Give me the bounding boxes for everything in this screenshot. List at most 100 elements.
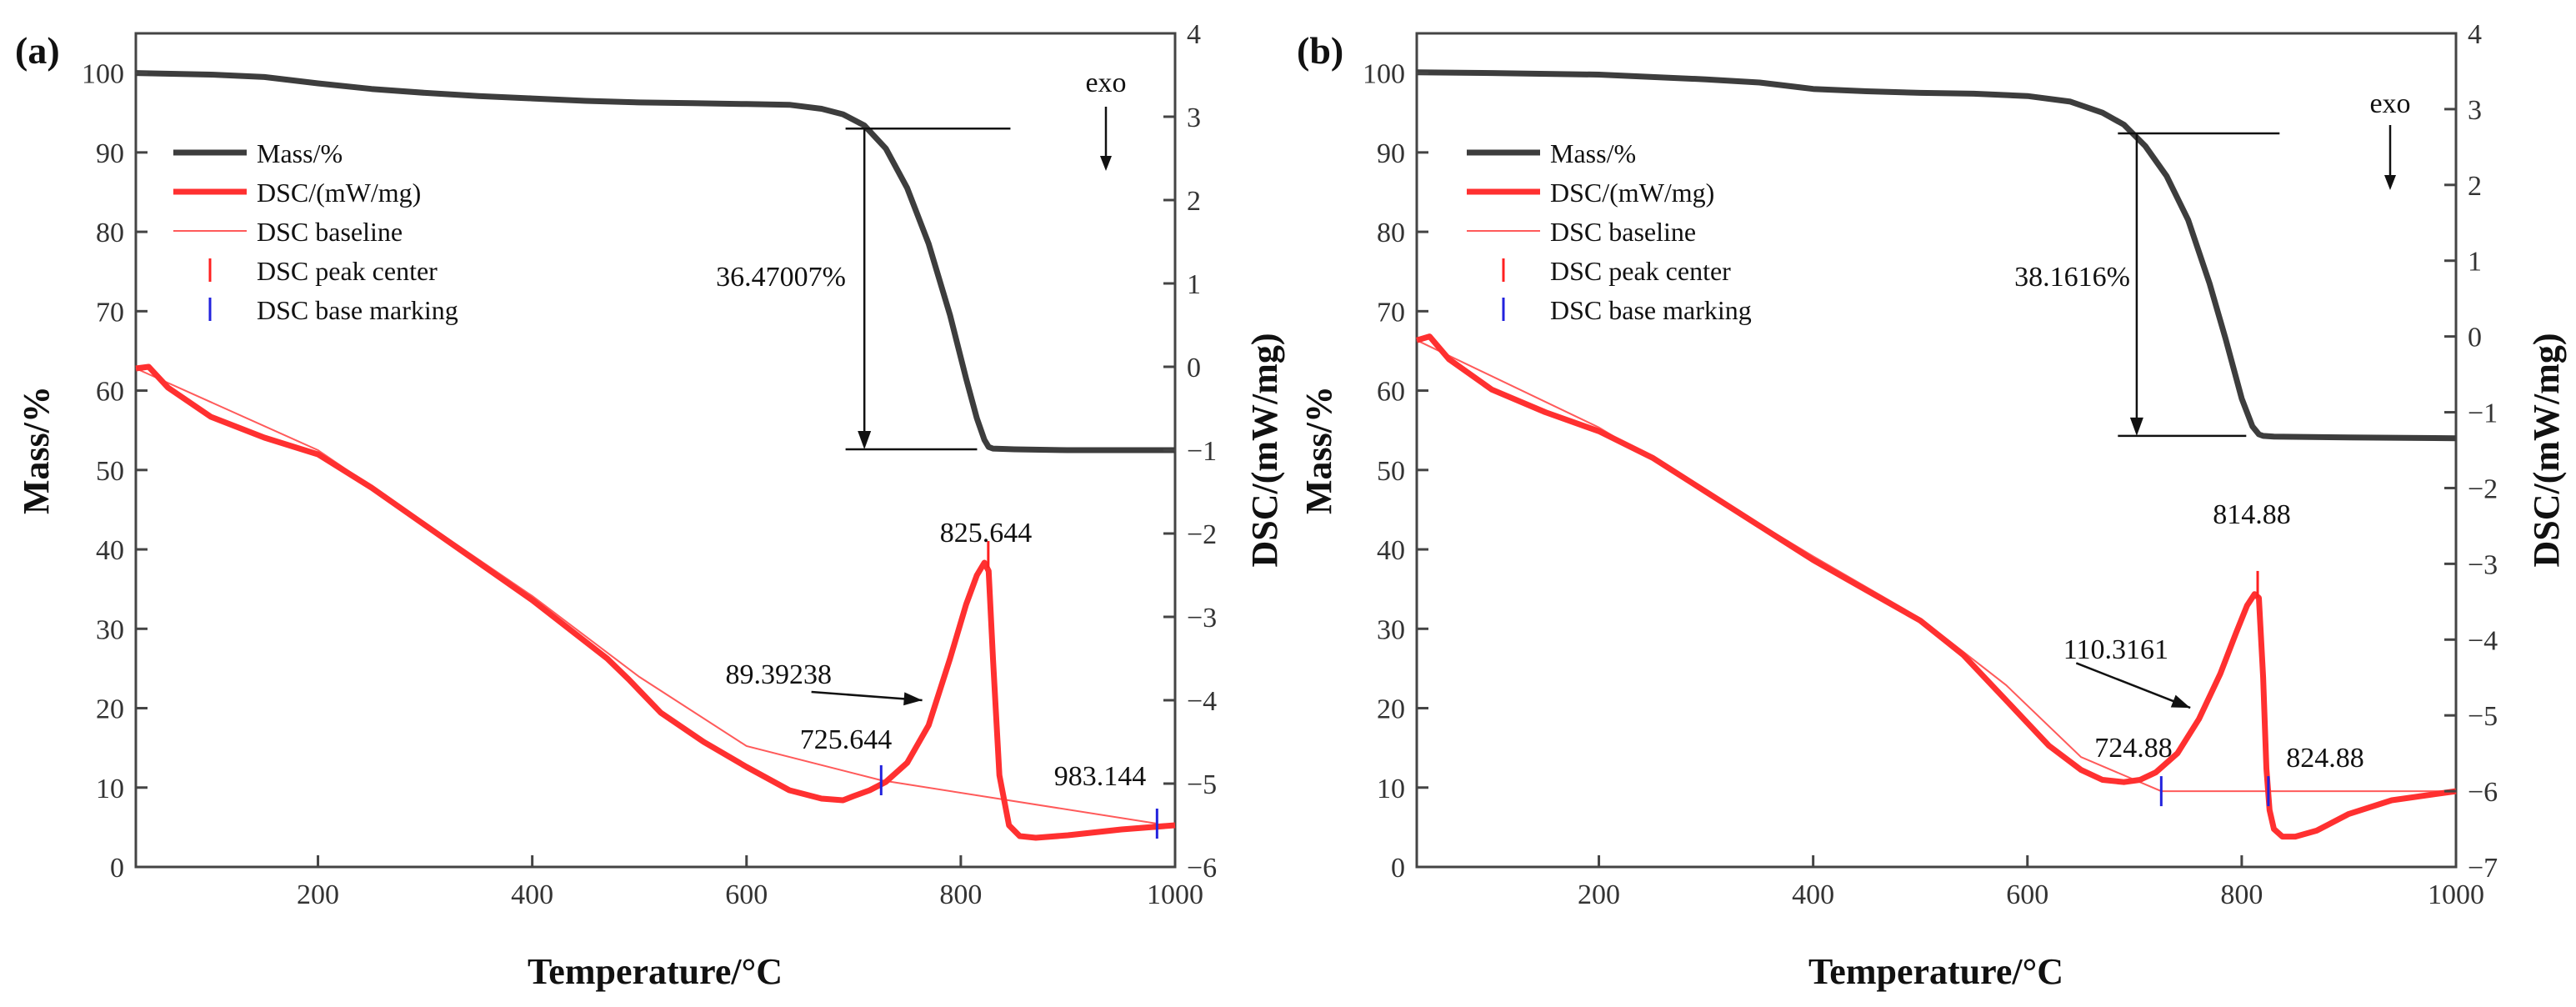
x-tick-label: 800 <box>2220 879 2263 910</box>
peak-label-b: 814.88 <box>2213 499 2291 530</box>
y-right-tick-label: −1 <box>2468 398 2498 429</box>
x-tick-label: 1000 <box>2428 879 2484 910</box>
y-left-tick-label: 40 <box>96 535 124 566</box>
panel-b: 200 400 600 800 10000102030405060708090100−7… <box>1297 19 2567 992</box>
mass-curve <box>135 70 1175 453</box>
y-left-tick-label: 20 <box>1377 694 1405 725</box>
y-left-tick-label: 10 <box>96 774 124 804</box>
x-tick-label: 200 <box>1578 879 1620 910</box>
legend-base-marking-label: DSC base marking <box>1550 295 1752 325</box>
mass-loss-label-a: 36.47007% <box>716 262 846 293</box>
y-right-tick-label: −4 <box>2468 625 2498 656</box>
legend-dsc-label: DSC/(mW/mg) <box>257 178 421 208</box>
panel-label-b: (b) <box>1297 29 1343 72</box>
y-right-tick-label: −6 <box>2468 777 2498 808</box>
y-right-tick-label: 2 <box>2468 171 2482 202</box>
exo-arrow-head <box>2384 175 2396 190</box>
y-right-tick-label: −2 <box>1187 519 1217 550</box>
y-left-tick-label: 90 <box>96 138 124 169</box>
dsc-baseline-line <box>135 368 1158 824</box>
base-end-label-a: 983.144 <box>1054 761 1147 792</box>
panel-a: 200 400 600 800 10000102030405060708090100−6… <box>15 19 1285 992</box>
exo-label-a: exo <box>1085 68 1126 98</box>
base-start-label-b: 724.88 <box>2094 733 2173 764</box>
y-left-tick-label: 0 <box>1391 853 1405 884</box>
area-arrow-shaft <box>2075 662 2191 709</box>
plot-area-b <box>1415 69 2457 840</box>
mass-curve <box>1416 69 2457 442</box>
y-axis-title-left-a: Mass/% <box>16 386 57 514</box>
base-start-label-a: 725.644 <box>800 724 893 755</box>
y-right-tick-label: −4 <box>1187 686 1217 717</box>
y-left-tick-label: 40 <box>1377 535 1405 566</box>
y-right-tick-label: 1 <box>2468 247 2482 278</box>
y-right-tick-label: −5 <box>1187 769 1217 800</box>
y-right-tick-label: 1 <box>1187 269 1201 300</box>
y-right-tick-label: 0 <box>2468 323 2482 353</box>
y-axis-title-right-b: DSC/(mW/mg) <box>2526 333 2567 567</box>
legend-baseline-label: DSC baseline <box>257 217 403 247</box>
exo-label-b: exo <box>2369 88 2410 119</box>
mass-loss-arrow-head <box>858 431 872 450</box>
y-axis-title-right-a: DSC/(mW/mg) <box>1244 333 1285 567</box>
y-right-tick-label: 0 <box>1187 353 1201 383</box>
y-left-tick-label: 20 <box>96 694 124 725</box>
legend-b: Mass/% DSC/(mW/mg) DSC baseline DSC peak… <box>1467 138 1752 325</box>
legend-base-marking-label: DSC base marking <box>257 295 458 325</box>
mass-loss-label-b: 38.1616% <box>2014 262 2130 293</box>
y-axis-title-left-b: Mass/% <box>1298 386 1339 514</box>
x-tick-label: 600 <box>2006 879 2048 910</box>
y-left-tick-label: 30 <box>1377 614 1405 645</box>
x-tick-label: 400 <box>1792 879 1834 910</box>
legend-mass-label: Mass/% <box>257 138 343 168</box>
y-left-tick-label: 70 <box>1377 297 1405 328</box>
y-left-tick-label: 10 <box>1377 774 1405 804</box>
y-right-tick-label: −2 <box>2468 473 2498 504</box>
legend-peak-center-label: DSC peak center <box>1550 256 1731 286</box>
overlays-b <box>2075 125 2396 807</box>
panel-label-a: (a) <box>15 29 60 72</box>
x-axis-title-a: Temperature/°C <box>528 951 783 992</box>
y-right-tick-label: 3 <box>2468 95 2482 126</box>
dsc-curve <box>135 363 1176 841</box>
y-left-tick-label: 0 <box>110 853 124 884</box>
legend-dsc-label: DSC/(mW/mg) <box>1550 178 1714 208</box>
area-label-a: 89.39238 <box>726 659 833 690</box>
y-left-tick-label: 100 <box>1363 59 1405 90</box>
area-arrow-head <box>2170 694 2191 709</box>
y-left-tick-label: 100 <box>82 59 124 90</box>
y-right-tick-label: −3 <box>1187 603 1217 634</box>
y-left-tick-label: 50 <box>1377 456 1405 487</box>
y-right-tick-label: 4 <box>1187 19 1201 50</box>
legend-a: Mass/% DSC/(mW/mg) DSC baseline DSC peak… <box>173 138 458 325</box>
legend-peak-center-label: DSC peak center <box>257 256 438 286</box>
legend-baseline-label: DSC baseline <box>1550 217 1696 247</box>
area-arrow-head <box>903 692 923 706</box>
y-left-tick-label: 80 <box>96 218 124 248</box>
x-tick-label: 800 <box>939 879 982 910</box>
x-tick-label: 1000 <box>1147 879 1203 910</box>
y-left-tick-label: 50 <box>96 456 124 487</box>
area-arrow-shaft <box>811 690 923 702</box>
y-right-tick-label: −3 <box>2468 549 2498 580</box>
axis-ticks-b: 200 400 600 800 10000102030405060708090100−7… <box>1363 19 2498 910</box>
x-tick-label: 200 <box>297 879 339 910</box>
mass-loss-arrow-head <box>2129 417 2143 436</box>
y-right-tick-label: −7 <box>2468 853 2498 884</box>
x-tick-label: 400 <box>511 879 553 910</box>
peak-label-a: 825.644 <box>940 518 1033 549</box>
dsc-baseline-line <box>1416 339 2456 793</box>
y-right-tick-label: 3 <box>1187 103 1201 133</box>
y-right-tick-label: 2 <box>1187 186 1201 217</box>
exo-arrow-head <box>1100 156 1112 171</box>
x-tick-label: 600 <box>725 879 768 910</box>
base-end-label-b: 824.88 <box>2286 743 2364 774</box>
y-left-tick-label: 90 <box>1377 138 1405 169</box>
y-left-tick-label: 60 <box>96 377 124 408</box>
x-axis-title-b: Temperature/°C <box>1808 951 2063 992</box>
dsc-curve <box>1415 333 2457 840</box>
y-right-tick-label: −1 <box>1187 436 1217 467</box>
y-right-tick-label: 4 <box>2468 19 2482 50</box>
y-left-tick-label: 80 <box>1377 218 1405 248</box>
